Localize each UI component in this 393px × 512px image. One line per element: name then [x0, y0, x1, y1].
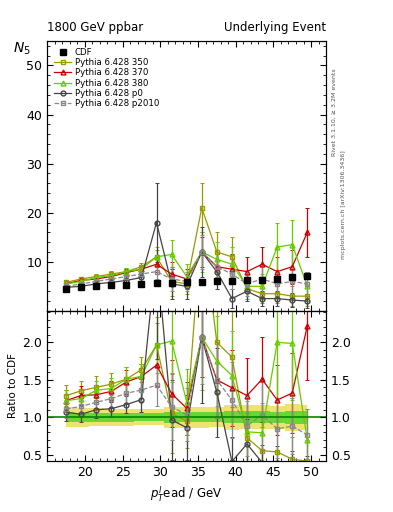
X-axis label: $p_T^l$ead / GeV: $p_T^l$ead / GeV	[151, 484, 223, 504]
Y-axis label: Ratio to CDF: Ratio to CDF	[8, 353, 18, 418]
Text: 1800 GeV ppbar: 1800 GeV ppbar	[47, 21, 143, 34]
Text: Rivet 3.1.10, ≥ 3.2M events: Rivet 3.1.10, ≥ 3.2M events	[332, 69, 337, 157]
Legend: CDF, Pythia 6.428 350, Pythia 6.428 370, Pythia 6.428 380, Pythia 6.428 p0, Pyth: CDF, Pythia 6.428 350, Pythia 6.428 370,…	[51, 45, 162, 111]
Y-axis label: $N_5$: $N_5$	[13, 41, 30, 57]
Text: Underlying Event: Underlying Event	[224, 21, 326, 34]
Text: mcplots.cern.ch [arXiv:1306.3436]: mcplots.cern.ch [arXiv:1306.3436]	[341, 151, 346, 259]
